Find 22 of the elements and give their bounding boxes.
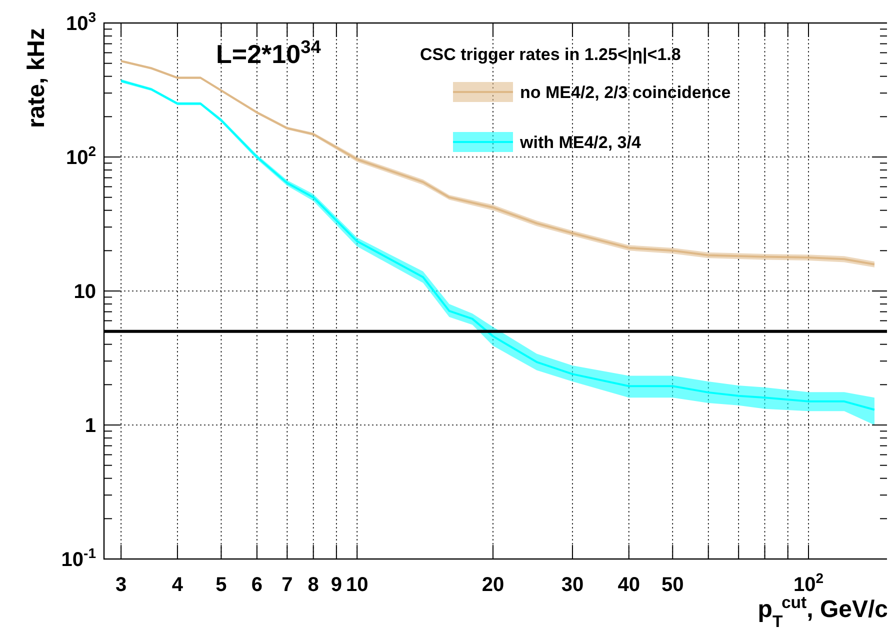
y-tick-label: 10$^{-1}$ (61, 545, 96, 571)
x-tick-label: 40 (618, 574, 640, 596)
y-tick-label: 1 (84, 415, 96, 437)
annotation: L=2*10$^{34}$ (216, 37, 322, 69)
x-tick-label: 8 (308, 574, 319, 596)
x-tick-label: 30 (561, 574, 584, 596)
legend-label: no ME4/2, 2/3 coincidence (520, 83, 731, 102)
x-tick-label: 6 (251, 574, 263, 596)
y-tick-label: 10$^{3}$ (66, 9, 96, 35)
legend-label: with ME4/2, 3/4 (519, 133, 642, 152)
x-tick-label: 4 (172, 574, 184, 596)
x-tick-label: 3 (115, 574, 127, 596)
legend-title: CSC trigger rates in 1.25<|η|<1.8 (420, 45, 681, 64)
x-tick-label: 5 (216, 574, 227, 596)
x-tick-label: 7 (282, 574, 293, 596)
x-tick-label: 50 (661, 574, 684, 596)
x-tick-label: 10 (346, 574, 368, 596)
y-tick-label: 10 (74, 281, 96, 303)
x-tick-label: 20 (482, 574, 504, 596)
y-tick-label: 10$^{2}$ (66, 143, 96, 169)
x-tick-label: 9 (330, 574, 342, 596)
y-axis-title: rate, kHz (23, 28, 50, 128)
